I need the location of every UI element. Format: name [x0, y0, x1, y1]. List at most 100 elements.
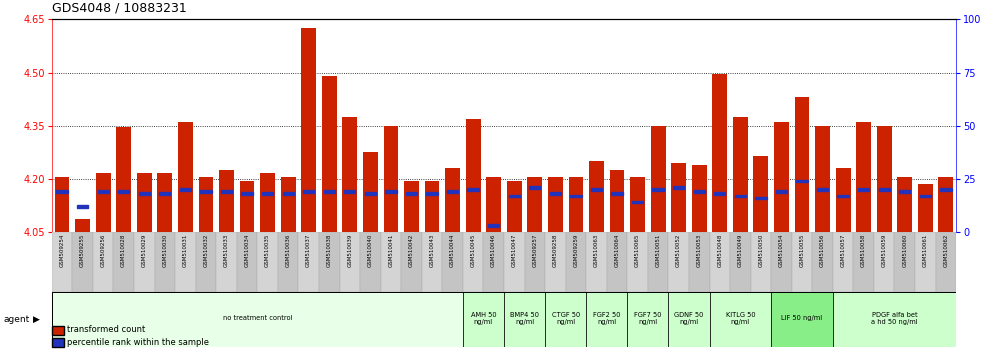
Bar [447, 190, 458, 193]
Bar [463, 232, 483, 292]
Text: GSM509257: GSM509257 [532, 234, 537, 267]
Bar [504, 232, 525, 292]
Bar [873, 232, 894, 292]
Text: FGF2 50
ng/ml: FGF2 50 ng/ml [593, 312, 621, 325]
Bar [528, 177, 542, 232]
Bar [817, 188, 829, 190]
Bar [792, 232, 813, 292]
Bar [52, 232, 73, 292]
Bar [57, 190, 68, 193]
Bar [591, 188, 603, 190]
Bar [299, 232, 319, 292]
Bar [647, 232, 668, 292]
Bar [735, 194, 746, 197]
Bar [340, 232, 361, 292]
Text: GSM510057: GSM510057 [841, 234, 846, 267]
Text: GSM510031: GSM510031 [183, 234, 188, 267]
Bar [918, 184, 932, 232]
Text: GSM510044: GSM510044 [450, 234, 455, 267]
Text: GSM510038: GSM510038 [327, 234, 332, 267]
Bar [771, 232, 792, 292]
Bar [709, 292, 771, 347]
Bar [607, 232, 627, 292]
Text: GSM510028: GSM510028 [122, 234, 126, 267]
Bar [221, 190, 232, 193]
Text: BMP4 50
ng/ml: BMP4 50 ng/ml [510, 312, 539, 325]
Bar [671, 163, 686, 232]
Bar [136, 173, 151, 232]
Bar [324, 190, 335, 193]
Text: GSM510056: GSM510056 [820, 234, 825, 267]
Bar [650, 126, 665, 232]
Bar [755, 196, 767, 199]
Bar [550, 193, 561, 195]
Text: GSM510051: GSM510051 [655, 234, 660, 267]
Bar [240, 181, 254, 232]
Bar [361, 232, 380, 292]
Bar [426, 193, 437, 195]
Text: GSM510041: GSM510041 [388, 234, 393, 267]
Text: percentile rank within the sample: percentile rank within the sample [67, 338, 209, 347]
Bar [776, 190, 787, 193]
Text: GSM510034: GSM510034 [245, 234, 250, 267]
Text: GSM510036: GSM510036 [286, 234, 291, 267]
Bar [857, 122, 872, 232]
Bar [630, 177, 645, 232]
Bar [463, 292, 504, 347]
Bar [195, 232, 216, 292]
Bar [733, 117, 748, 232]
Bar [157, 173, 172, 232]
Text: FGF7 50
ng/ml: FGF7 50 ng/ml [634, 312, 661, 325]
Bar [652, 188, 663, 190]
Bar [93, 232, 114, 292]
Bar [216, 232, 237, 292]
Bar [836, 168, 851, 232]
Bar [754, 156, 768, 232]
Bar [833, 232, 854, 292]
Text: GSM510042: GSM510042 [409, 234, 414, 267]
Text: GSM509255: GSM509255 [80, 234, 85, 267]
Bar [401, 232, 421, 292]
Text: GDS4048 / 10883231: GDS4048 / 10883231 [52, 1, 186, 14]
Text: GSM510053: GSM510053 [697, 234, 702, 267]
Bar [154, 232, 175, 292]
Bar [673, 186, 684, 188]
Bar [838, 194, 849, 197]
Bar [915, 232, 935, 292]
Bar [159, 193, 170, 195]
Bar [96, 173, 111, 232]
Bar [303, 190, 315, 193]
Text: GSM510032: GSM510032 [203, 234, 208, 267]
Bar [507, 181, 522, 232]
Bar [897, 177, 912, 232]
Text: GSM510045: GSM510045 [471, 234, 476, 267]
Text: GSM510035: GSM510035 [265, 234, 270, 267]
Text: GSM510030: GSM510030 [162, 234, 167, 267]
Text: GSM510033: GSM510033 [224, 234, 229, 267]
Bar [134, 232, 154, 292]
Bar [858, 188, 870, 190]
Text: GSM510046: GSM510046 [491, 234, 496, 267]
Bar [52, 292, 463, 347]
Bar [771, 292, 833, 347]
Bar [319, 232, 340, 292]
Bar [55, 177, 70, 232]
Text: GSM510058: GSM510058 [862, 234, 867, 267]
Bar [668, 232, 689, 292]
Bar [940, 188, 951, 190]
Bar [77, 205, 89, 207]
Bar [589, 161, 604, 232]
Text: GSM510061: GSM510061 [923, 234, 928, 267]
Bar [119, 190, 129, 193]
Bar [260, 173, 275, 232]
Text: GSM510047: GSM510047 [512, 234, 517, 267]
Bar [138, 193, 150, 195]
Bar [587, 292, 627, 347]
Bar [421, 232, 442, 292]
Bar [935, 232, 956, 292]
Bar [380, 232, 401, 292]
Text: agent: agent [4, 315, 30, 324]
Text: GSM510064: GSM510064 [615, 234, 620, 267]
Text: GSM510060: GSM510060 [902, 234, 907, 267]
Text: ▶: ▶ [33, 315, 40, 324]
